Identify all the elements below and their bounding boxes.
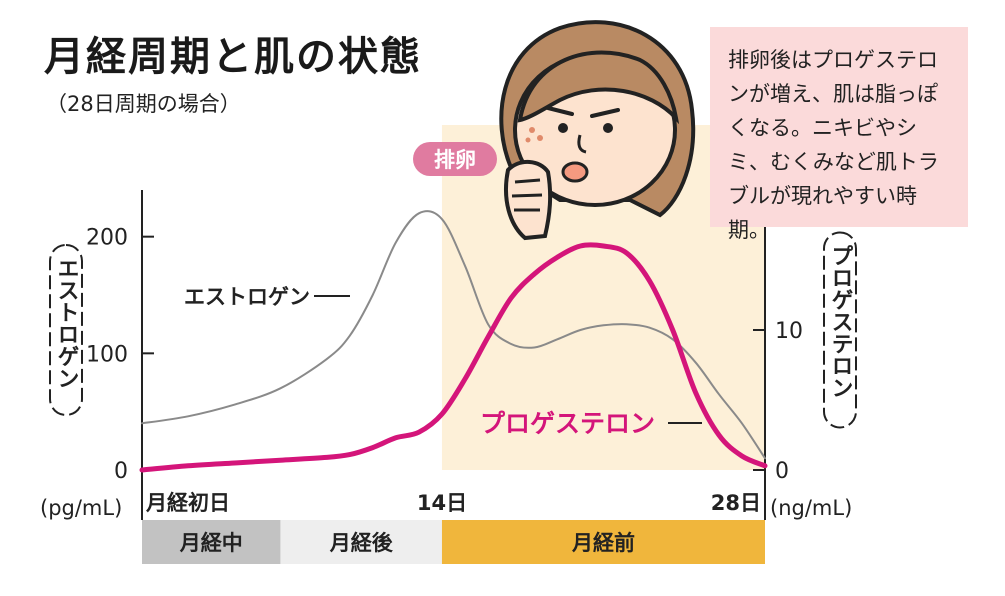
phase-label: 月経中 [179,531,243,555]
phase-segment [441,520,765,564]
right-tick-label: 0 [775,459,789,484]
phase-segment [142,520,281,564]
phase-segment [280,520,442,564]
x-tick-label: 28日 [711,491,761,515]
progesterone-line [139,242,768,473]
right-axis-title-frame [823,231,857,429]
left-tick-label: 200 [86,226,128,251]
left-axis-unit: (pg/mL) [40,496,122,520]
x-tick-label: 月経初日 [145,491,230,515]
page-subtitle: （28日周期の場合） [46,92,241,116]
woman-illustration-icon [499,20,696,241]
phase-label: 月経後 [329,531,394,555]
left-axis-title-frame [49,244,83,416]
right-axis-title: プロゲステロン [828,245,854,399]
page-title: 月経周期と肌の状態 [44,33,422,80]
progesterone-label: プロゲステロン [480,409,655,438]
left-tick-label: 0 [114,459,128,484]
x-tick-label: 14日 [417,491,467,515]
ovulation-badge [413,142,497,176]
skin-condition-note: 排卵後はプロゲステロンが増え、肌は脂っぽくなる。ニキビやシミ、むくみなど肌トラブ… [710,27,968,242]
ovulation-badge-label: 排卵 [434,148,476,172]
right-axis-unit: (ng/mL) [770,496,852,520]
left-tick-label: 100 [86,342,128,367]
estrogen-label: エストロゲン [184,285,310,309]
phase-label: 月経前 [571,531,635,555]
right-tick-label: 10 [775,319,803,344]
left-axis-title: エストロゲン [54,257,80,389]
